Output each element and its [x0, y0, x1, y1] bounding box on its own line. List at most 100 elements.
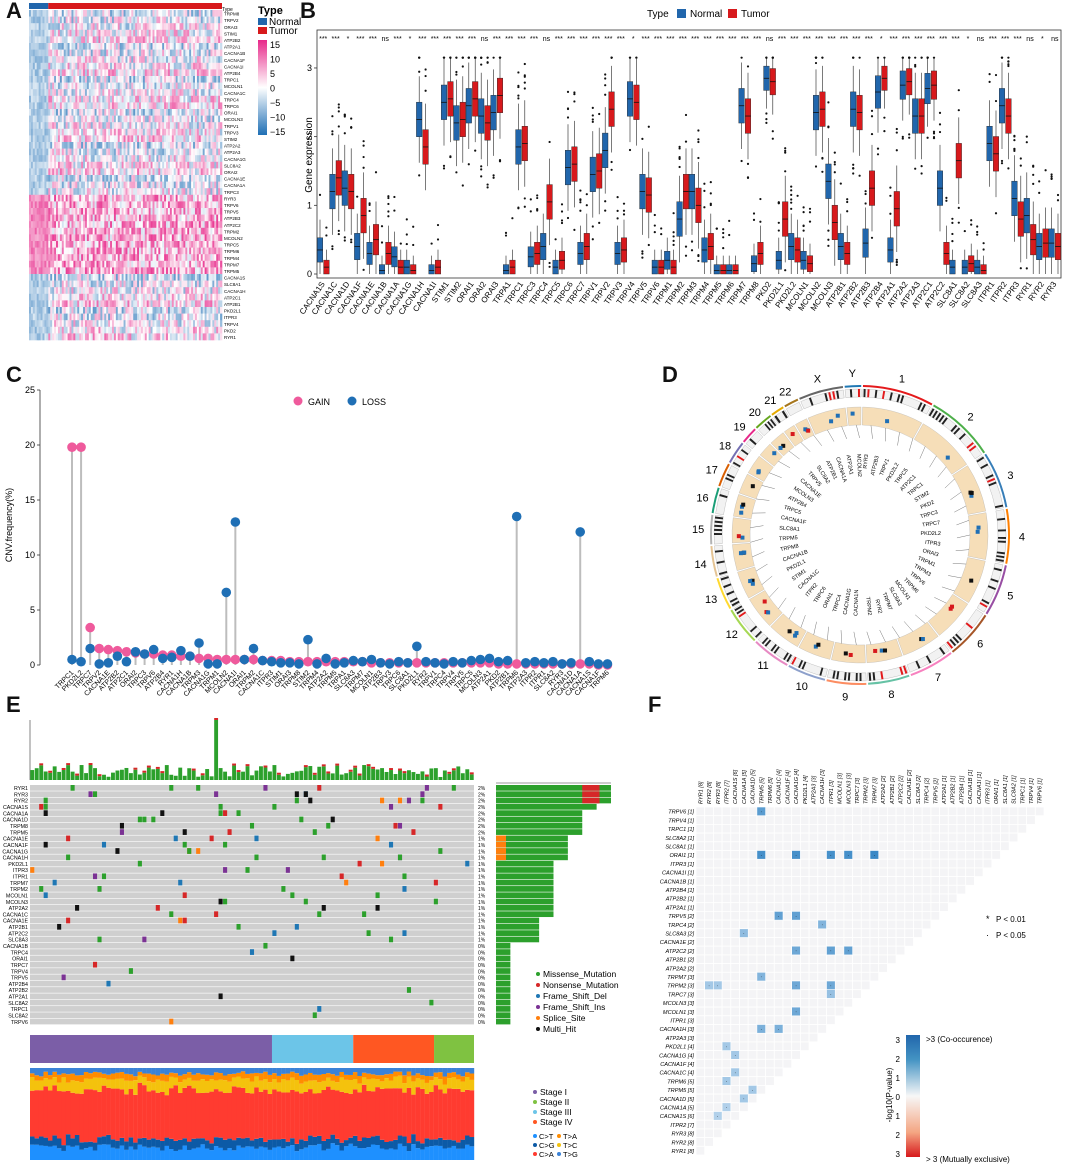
heatmap-a-cell: [79, 320, 82, 328]
heatmap-a-cell: [214, 69, 217, 77]
heatmap-a-cell: [30, 148, 34, 156]
heatmap-a-cell: [218, 155, 221, 163]
heatmap-a-cell: [104, 181, 107, 189]
heatmap-a-cell: [77, 82, 80, 90]
heatmap-a-cell: [42, 142, 45, 149]
heatmap-a-cell: [40, 43, 43, 50]
heatmap-a-cell: [154, 62, 157, 70]
heatmap-a-cell: [61, 135, 65, 143]
heatmap-a-cell: [206, 155, 209, 163]
heatmap-a-cell: [113, 56, 117, 64]
heatmap-a-cell: [121, 293, 124, 301]
heatmap-a-cell: [113, 109, 117, 116]
heatmap-a-cell: [117, 89, 121, 97]
heatmap-a-cell: [181, 201, 184, 209]
heatmap-a-cell: [61, 234, 65, 242]
heatmap-a-cell: [137, 221, 140, 229]
heatmap-a-cell: [61, 300, 65, 308]
heatmap-a-cell: [171, 29, 175, 37]
heatmap-a-cell: [137, 95, 140, 103]
heatmap-a-cell: [152, 155, 155, 163]
heatmap-a-cell: [44, 208, 47, 215]
heatmap-a-cell: [140, 95, 144, 103]
heatmap-a-cell: [169, 326, 173, 334]
heatmap-a-cell: [129, 254, 132, 262]
heatmap-a-cell: [158, 313, 161, 321]
heatmap-a-cell: [160, 293, 163, 301]
heatmap-a-cell: [96, 307, 99, 314]
heatmap-a-cell: [100, 62, 103, 70]
heatmap-a-cell: [29, 95, 32, 103]
heatmap-a-cell: [193, 62, 196, 70]
heatmap-a-cell: [63, 69, 66, 77]
heatmap-a-cell: [32, 95, 36, 103]
heatmap-a-cell: [206, 293, 209, 301]
heatmap-a-cell: [86, 300, 90, 308]
heatmap-a-cell: [187, 16, 190, 24]
heatmap-a-cell: [44, 201, 47, 209]
heatmap-a-cell: [218, 260, 221, 268]
heatmap-a-cell: [56, 62, 59, 70]
heatmap-a-cell: [111, 221, 115, 229]
heatmap-a-cell: [117, 168, 121, 176]
heatmap-a-cell: [77, 16, 80, 24]
heatmap-a-cell: [36, 142, 39, 149]
heatmap-a-cell: [115, 208, 119, 215]
heatmap-a-cell: [137, 320, 140, 328]
heatmap-a-cell: [214, 161, 217, 169]
heatmap-a-cell: [92, 115, 95, 123]
heatmap-a-cell: [50, 188, 53, 196]
heatmap-a-cell: [86, 29, 90, 37]
heatmap-a-cell: [167, 148, 171, 156]
heatmap-a-cell: [152, 29, 155, 37]
heatmap-a-cell: [202, 320, 205, 328]
heatmap-a-cell: [56, 76, 59, 83]
heatmap-a-cell: [173, 247, 176, 255]
heatmap-a-cell: [183, 260, 186, 268]
heatmap-a-cell: [208, 181, 211, 189]
heatmap-a-cell: [206, 307, 209, 314]
panel-label-e: E: [6, 692, 21, 717]
heatmap-a-cell: [162, 175, 165, 182]
heatmap-a-cell: [36, 214, 39, 222]
heatmap-a-cell: [210, 214, 213, 222]
heatmap-a-cell: [158, 69, 161, 77]
heatmap-a-cell: [150, 56, 153, 64]
heatmap-a-cell: [59, 227, 63, 235]
heatmap-a-cell: [127, 326, 130, 334]
heatmap-a-cell: [110, 122, 113, 130]
heatmap-a-cell: [77, 62, 80, 70]
heatmap-a-cell: [142, 234, 146, 242]
heatmap-a-cell: [146, 181, 149, 189]
heatmap-a-cell: [202, 287, 205, 295]
heatmap-a-cell: [220, 247, 223, 255]
heatmap-a-cell: [150, 201, 153, 209]
heatmap-a-cell: [160, 95, 163, 103]
heatmap-a-cell: [214, 36, 217, 44]
heatmap-a-cell: [137, 161, 140, 169]
heatmap-a-cell: [32, 23, 36, 31]
heatmap-a-cell: [164, 221, 167, 229]
heatmap-a-cell: [175, 214, 178, 222]
heatmap-a-cell: [63, 135, 66, 143]
heatmap-a-cell: [204, 227, 207, 235]
heatmap-a-cell: [208, 56, 211, 64]
heatmap-a-cell: [127, 43, 130, 50]
heatmap-a-cell: [117, 102, 121, 110]
heatmap-a-cell: [119, 56, 122, 64]
heatmap-a-cell: [129, 326, 132, 334]
heatmap-a-cell: [46, 142, 49, 149]
heatmap-a-cell: [140, 102, 144, 110]
heatmap-a-cell: [96, 254, 99, 262]
heatmap-a-cell: [111, 69, 115, 77]
heatmap-a-cell: [158, 29, 161, 37]
heatmap-a-cell: [94, 214, 97, 222]
heatmap-a-cell: [92, 201, 95, 209]
heatmap-a-cell: [179, 254, 182, 262]
heatmap-a-cell: [121, 214, 124, 222]
heatmap-a-cell: [166, 161, 169, 169]
heatmap-a-row: [29, 29, 223, 37]
heatmap-a-cell: [181, 43, 184, 50]
heatmap-a-cell: [202, 16, 205, 24]
heatmap-a-cell: [162, 300, 165, 308]
